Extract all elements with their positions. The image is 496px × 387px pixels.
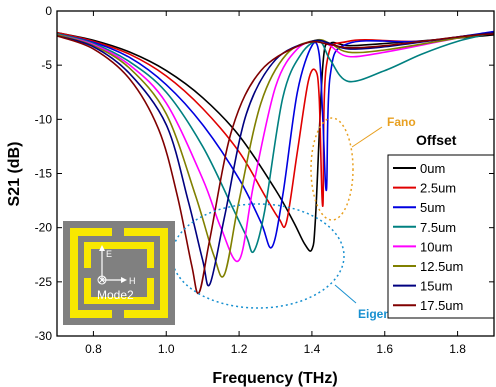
x-tick-label: 1.8 bbox=[449, 342, 466, 356]
series-line-7.5um bbox=[56, 31, 495, 254]
inset-gap-left bbox=[82, 268, 93, 278]
y-tick-label: 0 bbox=[45, 4, 52, 18]
eigen-pointer bbox=[334, 284, 357, 304]
legend-items: 0um 2.5um 5um 7.5um 10um 12.5um 15um 17.5um bbox=[393, 161, 463, 313]
x-axis-title: Frequency (THz) bbox=[212, 370, 337, 387]
x-tick-label: 1.0 bbox=[158, 342, 175, 356]
inset-device: E H Mode2 bbox=[63, 221, 175, 325]
legend-label-17.5um: 17.5um bbox=[420, 298, 463, 313]
k-vector-icon bbox=[97, 275, 107, 285]
legend-label-0um: 0um bbox=[420, 161, 445, 176]
series-line-15um bbox=[56, 31, 495, 287]
mode-label: Mode2 bbox=[97, 288, 134, 302]
fano-pointer bbox=[351, 126, 383, 148]
y-tick-label: -15 bbox=[35, 167, 53, 181]
y-tick-label: -25 bbox=[35, 275, 53, 289]
legend-box bbox=[387, 154, 495, 319]
k-vector-cross-b bbox=[98, 276, 106, 284]
inset-gap-bottom bbox=[112, 309, 124, 320]
legend-label-10um: 10um bbox=[420, 239, 453, 254]
legend: Offset 0um 2.5um 5um 7.5um 10um 12.5um 15um 17.… bbox=[387, 132, 495, 319]
inset-ring-second-inner bbox=[91, 249, 147, 297]
eigen-label: Eigen bbox=[358, 307, 391, 321]
series-line-0um bbox=[56, 31, 495, 252]
series-line-17.5um bbox=[56, 32, 495, 295]
legend-label-2.5um: 2.5um bbox=[420, 181, 456, 196]
y-tick-label: -10 bbox=[35, 112, 53, 126]
y-tick-label: -20 bbox=[35, 221, 53, 235]
fano-label: Fano bbox=[387, 115, 416, 129]
x-tick-label: 1.2 bbox=[231, 342, 248, 356]
x-tick-label: 1.6 bbox=[376, 342, 393, 356]
e-axis-label: E bbox=[106, 249, 112, 259]
inset-gap-right bbox=[145, 268, 156, 278]
y-tick-label: -30 bbox=[35, 329, 53, 343]
y-tick-label: -5 bbox=[41, 58, 52, 72]
legend-label-15um: 15um bbox=[420, 279, 453, 294]
x-tick-label: 1.4 bbox=[304, 342, 321, 356]
series-line-2.5um bbox=[56, 31, 495, 229]
h-field-arrow-head bbox=[121, 277, 127, 283]
series-line-5um bbox=[56, 30, 495, 249]
eigen-ellipse bbox=[171, 203, 345, 309]
series-lines bbox=[56, 30, 495, 295]
legend-label-5um: 5um bbox=[420, 200, 445, 215]
legend-label-12.5um: 12.5um bbox=[420, 259, 463, 274]
x-tick-label: 0.8 bbox=[85, 342, 102, 356]
h-axis-label: H bbox=[129, 276, 136, 286]
fano-ellipse bbox=[310, 117, 354, 221]
legend-title: Offset bbox=[416, 132, 457, 148]
legend-label-7.5um: 7.5um bbox=[420, 220, 456, 235]
series-line-12.5um bbox=[56, 31, 495, 278]
series-line-10um bbox=[56, 31, 495, 263]
y-axis-title: S21 (dB) bbox=[6, 142, 23, 207]
axes: 0.8 1.0 1.2 1.4 1.6 1.8 0 -5 -10 -15 -20 -25 -30 bbox=[35, 4, 494, 356]
e-field-arrow-head bbox=[99, 245, 105, 251]
inset-gap-top bbox=[112, 226, 124, 237]
